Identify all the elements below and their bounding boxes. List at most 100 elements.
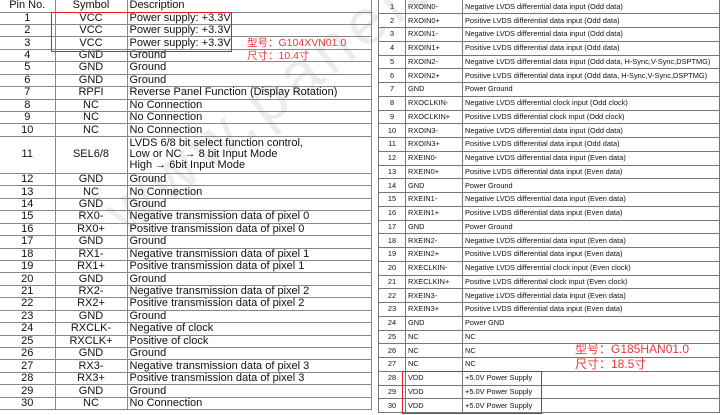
pin-number: 4	[378, 41, 406, 56]
table-row: 26 GND Ground	[0, 347, 372, 361]
table-row: 1 RXOIN0- Negative LVDS differential data …	[378, 0, 720, 15]
symbol: VCC	[55, 36, 128, 50]
symbol: RX2-	[55, 285, 128, 299]
pin-number: 24	[378, 316, 406, 331]
right-pin-table: 1 RXOIN0- Negative LVDS differential data …	[378, 0, 720, 413]
symbol: RXCLK-	[55, 322, 128, 336]
table-row: 15 RX0- Negative transmission data of pixe…	[0, 210, 372, 224]
description: Positive LVDS differential data input (O…	[462, 13, 720, 28]
symbol: GND	[55, 74, 128, 88]
table-row: 26 NC NC	[378, 343, 720, 358]
symbol: RXEIN1+	[405, 206, 463, 221]
pin-number: 17	[378, 220, 406, 235]
description: Negative LVDS differential data input (E…	[462, 151, 720, 166]
description: Positive LVDS differential data input (E…	[462, 165, 720, 180]
description: Negative LVDS differential clock input (…	[462, 96, 720, 111]
table-row: 5 GND Ground	[0, 61, 372, 75]
description: Positive LVDS differential data input (E…	[462, 247, 720, 262]
table-row: 11 RXOIN3+ Positive LVDS differential data…	[378, 137, 720, 152]
table-row: 14 GND Power Ground	[378, 178, 720, 193]
description: Negative LVDS differential data input (O…	[462, 27, 720, 42]
symbol: NC	[405, 330, 463, 345]
description: No Connection	[127, 123, 372, 137]
table-row: 29 VDD +5.0V Power Supply	[378, 385, 720, 400]
table-row: 25 RXCLK+ Positive of clock	[0, 335, 372, 349]
model-note-left: 型号：G104XVN01.0 尺寸：10.4寸	[247, 37, 346, 63]
pin-number: 25	[378, 330, 406, 345]
description: Negative LVDS differential data input (E…	[462, 233, 720, 248]
symbol: NC	[55, 185, 128, 199]
symbol: GND	[405, 82, 463, 97]
symbol: VDD	[405, 398, 463, 413]
description: Power GND	[462, 316, 720, 331]
pin-number: 18	[378, 233, 406, 248]
header-pin: Pin No.	[0, 0, 56, 13]
table-row: 30 VDD +5.0V Power Supply	[378, 398, 720, 413]
symbol: SEL6/8	[55, 136, 128, 174]
symbol: RXEIN2+	[405, 247, 463, 262]
symbol: GND	[55, 49, 128, 63]
pin-number: 1	[378, 0, 406, 15]
pin-number: 28	[0, 372, 56, 386]
pin-number: 19	[378, 247, 406, 262]
description: Power Ground	[462, 82, 720, 97]
pin-number: 7	[378, 82, 406, 97]
symbol: RX3+	[55, 372, 128, 386]
table-row: 2 RXOIN0+ Positive LVDS differential data …	[378, 13, 720, 28]
pin-number: 14	[0, 198, 56, 212]
description: NC	[462, 330, 720, 345]
table-header: Pin No. Symbol Description	[0, 0, 372, 13]
pin-number: 12	[378, 151, 406, 166]
table-row: 8 NC No Connection	[0, 99, 372, 113]
description: Negative LVDS differential data input (O…	[462, 123, 720, 138]
table-row: 20 RXECLKIN- Negative LVDS differential cl…	[378, 261, 720, 276]
table-row: 14 GND Ground	[0, 198, 372, 212]
table-row: 10 NC No Connection	[0, 123, 372, 137]
left-pin-table: Pin No. Symbol Description 1 VCC Power sup…	[0, 0, 372, 411]
table-row: 27 NC NC	[378, 357, 720, 372]
table-row: 9 RXOCLKIN+ Positive LVDS differential clo…	[378, 110, 720, 125]
pin-number: 25	[0, 335, 56, 349]
pin-number: 1	[0, 12, 56, 25]
description: Power supply: +3.3V	[127, 12, 372, 25]
description: Reverse Panel Function (Display Rotation…	[127, 86, 372, 100]
table-row: 3 VCC Power supply: +3.3V	[0, 36, 372, 50]
symbol: GND	[55, 310, 128, 324]
table-row: 22 RX2+ Positive transmission data of pixe…	[0, 297, 372, 311]
pin-number: 18	[0, 248, 56, 261]
table-row: 25 NC NC	[378, 330, 720, 345]
pin-number: 20	[0, 272, 56, 286]
description: Negative LVDS differential data input (E…	[462, 192, 720, 207]
symbol: RXEIN3+	[405, 302, 463, 317]
pin-number: 2	[378, 13, 406, 28]
symbol: RX3-	[55, 359, 128, 373]
table-row: 30 NC No Connection	[0, 397, 372, 411]
symbol: RXECLKIN+	[405, 275, 463, 290]
table-row: 18 RXEIN2- Negative LVDS differential data…	[378, 233, 720, 248]
description: NC	[462, 357, 720, 372]
description: Power supply: +3.3V	[127, 24, 372, 38]
symbol: RX0+	[55, 223, 128, 237]
description: Positive LVDS differential clock input (…	[462, 275, 720, 290]
description: Positive LVDS differential data input (E…	[462, 206, 720, 221]
highlight-box-left	[51, 12, 232, 52]
description: Positive transmission data of pixel 0	[127, 223, 372, 237]
symbol: GND	[55, 384, 128, 398]
pin-number: 7	[0, 86, 56, 100]
symbol: RXEIN3-	[405, 288, 463, 303]
description: Negative LVDS differential clock input (…	[462, 261, 720, 276]
pin-number: 13	[378, 165, 406, 180]
description: Power Ground	[462, 178, 720, 193]
table-row: 15 RXEIN1- Negative LVDS differential data…	[378, 192, 720, 207]
pin-number: 27	[378, 357, 406, 372]
symbol: RXCLK+	[55, 335, 128, 349]
pin-number: 10	[0, 123, 56, 137]
pin-number: 5	[378, 55, 406, 70]
symbol: RXOIN0-	[405, 0, 463, 15]
table-row: 7 GND Power Ground	[378, 82, 720, 97]
pin-number: 11	[378, 137, 406, 152]
symbol: GND	[55, 272, 128, 286]
symbol: GND	[405, 220, 463, 235]
table-row: 24 GND Power GND	[378, 316, 720, 331]
table-row: 4 RXOIN1+ Positive LVDS differential data …	[378, 41, 720, 56]
